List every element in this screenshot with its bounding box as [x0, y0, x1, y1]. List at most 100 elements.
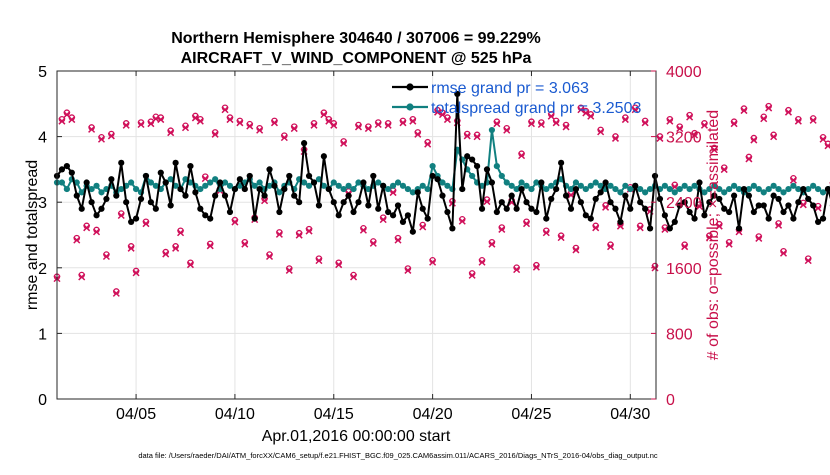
- rmse-point: [103, 196, 109, 202]
- rmse-point: [573, 186, 579, 192]
- rmse-point: [820, 216, 826, 222]
- rmse-point: [197, 206, 203, 212]
- rmse-point: [316, 202, 322, 208]
- rmse-point: [766, 216, 772, 222]
- x-tick-label: 04/15: [314, 406, 354, 423]
- rmse-point: [276, 209, 282, 215]
- rmse-point: [731, 193, 737, 199]
- rmse-point: [242, 186, 248, 192]
- rmse-point: [439, 193, 445, 199]
- rmse-point: [301, 140, 307, 146]
- rmse-point: [148, 199, 154, 205]
- rmse-point: [69, 170, 75, 176]
- totalspread-point: [469, 173, 475, 179]
- rmse-point: [578, 199, 584, 205]
- rmse-point: [459, 186, 465, 192]
- y2-tick-label: 3200: [666, 130, 702, 147]
- x-tick-label: 04/05: [116, 406, 156, 423]
- rmse-point: [257, 186, 263, 192]
- rmse-point: [410, 229, 416, 235]
- y-tick-label: 0: [38, 392, 47, 409]
- rmse-point: [79, 206, 85, 212]
- rmse-point: [405, 212, 411, 218]
- rmse-point: [133, 216, 139, 222]
- rmse-point: [805, 196, 811, 202]
- rmse-point: [93, 212, 99, 218]
- rmse-point: [800, 186, 806, 192]
- y-tick-label: 5: [38, 64, 47, 81]
- rmse-point: [168, 202, 174, 208]
- rmse-point: [370, 173, 376, 179]
- rmse-point: [296, 199, 302, 205]
- rmse-point: [790, 216, 796, 222]
- totalspread-point: [59, 179, 65, 185]
- rmse-point: [474, 163, 480, 169]
- legend-rmse-label: rmse grand pr = 3.063: [431, 80, 589, 97]
- rmse-point: [469, 156, 475, 162]
- rmse-point: [252, 216, 258, 222]
- rmse-point: [415, 189, 421, 195]
- rmse-point: [326, 186, 332, 192]
- legend: rmse grand pr = 3.063 totalspread grand …: [392, 80, 641, 117]
- rmse-point: [484, 166, 490, 172]
- rmse-point: [647, 225, 653, 231]
- y-tick-label: 1: [38, 326, 47, 343]
- totalspread-point: [257, 179, 263, 185]
- rmse-point: [118, 160, 124, 166]
- rmse-point: [761, 202, 767, 208]
- rmse-point: [360, 179, 366, 185]
- rmse-point: [612, 206, 618, 212]
- y2-tick-label: 0: [666, 392, 675, 409]
- rmse-point: [395, 202, 401, 208]
- rmse-point: [622, 193, 628, 199]
- rmse-point: [261, 193, 267, 199]
- rmse-point: [207, 216, 213, 222]
- rmse-point: [271, 183, 277, 189]
- rmse-point: [568, 206, 574, 212]
- rmse-point: [593, 196, 599, 202]
- rmse-point: [237, 176, 243, 182]
- rmse-point: [696, 179, 702, 185]
- rmse-point: [321, 153, 327, 159]
- rmse-point: [350, 209, 356, 215]
- rmse-point: [84, 179, 90, 185]
- rmse-point: [331, 199, 337, 205]
- rmse-point: [558, 160, 564, 166]
- rmse-point: [434, 176, 440, 182]
- rmse-point: [449, 225, 455, 231]
- rmse-point: [306, 173, 312, 179]
- rmse-point: [775, 196, 781, 202]
- rmse-point: [548, 196, 554, 202]
- rmse-point: [182, 193, 188, 199]
- y2-tick-label: 2400: [666, 195, 702, 212]
- totalspread-point: [528, 186, 534, 192]
- rmse-point: [375, 206, 381, 212]
- rmse-point: [444, 209, 450, 215]
- totalspread-point: [350, 186, 356, 192]
- rmse-point: [355, 199, 361, 205]
- x-tick-label: 04/30: [610, 406, 650, 423]
- data-file-caption: data file: /Users/raeder/DAI/ATM_forcXX/…: [138, 451, 658, 460]
- y2-tick-label: 1600: [666, 261, 702, 278]
- rmse-point: [113, 193, 119, 199]
- rmse-point: [400, 219, 406, 225]
- rmse-point: [746, 193, 752, 199]
- rmse-point: [598, 189, 604, 195]
- rmse-point: [553, 186, 559, 192]
- x-axis-label: Apr.01,2016 00:00:00 start: [262, 428, 451, 445]
- rmse-point: [785, 202, 791, 208]
- y2-tick-label: 800: [666, 326, 693, 343]
- rmse-point: [64, 163, 70, 169]
- rmse-point: [212, 193, 218, 199]
- rmse-point: [390, 212, 396, 218]
- rmse-point: [227, 209, 233, 215]
- rmse-point: [632, 183, 638, 189]
- y-axis-label: rmse and totalspread: [24, 160, 41, 310]
- rmse-point: [98, 206, 104, 212]
- rmse-point: [281, 186, 287, 192]
- totalspread-point: [489, 127, 495, 133]
- rmse-point: [266, 166, 272, 172]
- rmse-point: [509, 193, 515, 199]
- rmse-point: [143, 173, 149, 179]
